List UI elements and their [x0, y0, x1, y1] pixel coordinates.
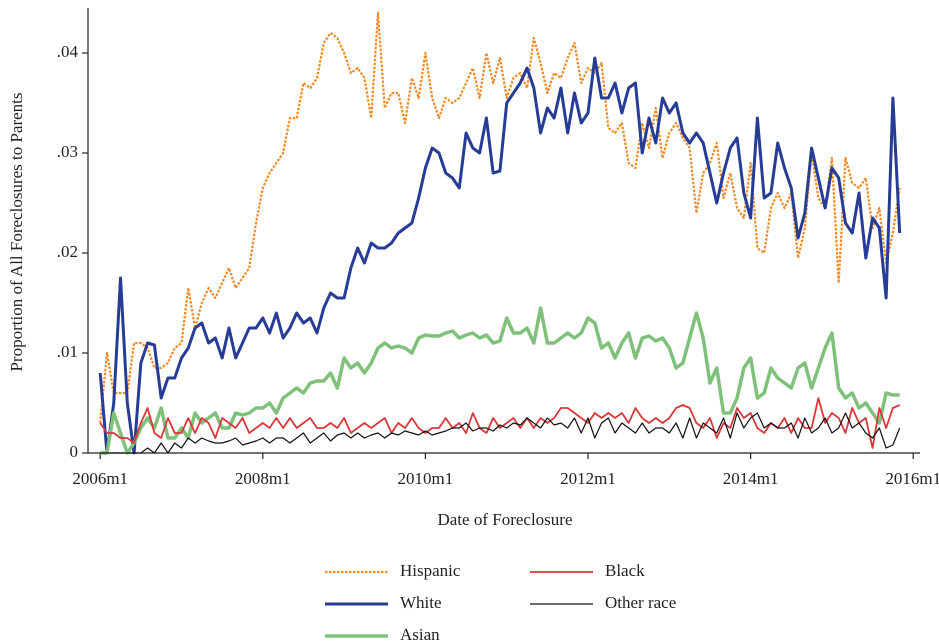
legend-label: White — [400, 593, 442, 612]
series-line — [99, 11, 901, 424]
y-tick-label: .03 — [57, 142, 78, 161]
y-tick-label: .02 — [57, 242, 78, 261]
x-tick-label: 2010m1 — [398, 469, 454, 488]
series-line — [99, 397, 901, 449]
x-tick-label: 2006m1 — [72, 469, 128, 488]
x-tick-label: 2016m1 — [885, 469, 939, 488]
series-line — [100, 412, 901, 454]
legend-label: Hispanic — [400, 561, 461, 580]
series-line — [100, 306, 900, 455]
x-axis-title: Date of Foreclosure — [437, 510, 572, 529]
y-tick-label: .01 — [57, 342, 78, 361]
y-axis-title: Proportion of All Foreclosures to Parent… — [7, 92, 26, 371]
y-tick-label: 0 — [70, 442, 79, 461]
x-tick-label: 2008m1 — [235, 469, 291, 488]
legend-label: Black — [605, 561, 645, 580]
y-tick-label: .04 — [57, 42, 79, 61]
x-tick-label: 2012m1 — [560, 469, 616, 488]
series-line — [98, 56, 902, 455]
legend-label: Asian — [400, 625, 440, 641]
legend-label: Other race — [605, 593, 676, 612]
x-tick-label: 2014m1 — [723, 469, 779, 488]
